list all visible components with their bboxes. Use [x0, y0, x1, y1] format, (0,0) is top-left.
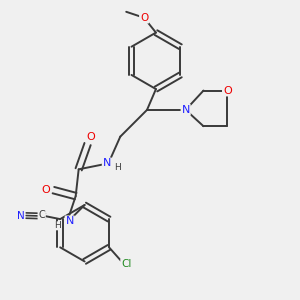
- Text: H: H: [55, 221, 61, 230]
- Text: O: O: [86, 132, 95, 142]
- Text: Cl: Cl: [121, 259, 131, 269]
- Text: N: N: [17, 211, 25, 220]
- Text: O: O: [42, 185, 50, 195]
- Text: N: N: [103, 158, 111, 168]
- Text: H: H: [114, 163, 121, 172]
- Text: C: C: [38, 210, 45, 220]
- Text: N: N: [66, 216, 74, 226]
- Text: O: O: [223, 85, 232, 96]
- Text: O: O: [140, 13, 148, 23]
- Text: N: N: [182, 105, 190, 115]
